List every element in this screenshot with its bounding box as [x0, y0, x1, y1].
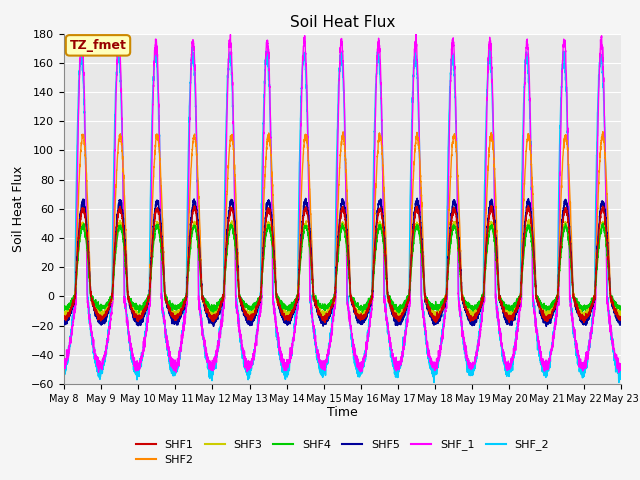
SHF1: [525, 203, 532, 209]
SHF5: [322, 321, 330, 327]
SHF2: [616, 317, 624, 323]
SHF_1: [436, 349, 444, 355]
Line: SHF3: SHF3: [64, 219, 621, 318]
SHF_2: [468, 369, 476, 374]
SHF4: [436, 303, 444, 309]
SHF3: [160, 277, 168, 283]
SHF2: [60, 315, 68, 321]
SHF2: [161, 270, 168, 276]
SHF_1: [412, 30, 420, 36]
SHF4: [616, 306, 624, 312]
SHF_1: [617, 363, 625, 369]
SHF_2: [616, 370, 624, 376]
SHF_2: [160, 319, 168, 324]
SHF1: [499, 304, 507, 310]
SHF1: [322, 314, 330, 320]
SHF3: [431, 315, 439, 321]
SHF2: [436, 309, 444, 315]
SHF4: [160, 279, 168, 285]
SHF_1: [615, 370, 623, 375]
Line: SHF1: SHF1: [64, 206, 621, 323]
SHF_2: [436, 345, 444, 350]
Text: TZ_fmet: TZ_fmet: [70, 39, 127, 52]
SHF4: [599, 220, 607, 226]
SHF_1: [160, 320, 168, 325]
SHF5: [60, 319, 68, 325]
SHF1: [160, 278, 168, 284]
SHF3: [436, 307, 444, 312]
SHF2: [499, 302, 507, 308]
SHF4: [499, 300, 507, 305]
SHF2: [322, 310, 330, 316]
SHF3: [617, 313, 625, 319]
SHF_1: [616, 361, 624, 367]
SHF5: [160, 276, 168, 282]
SHF3: [525, 216, 532, 222]
SHF2: [617, 316, 625, 322]
SHF5: [467, 321, 475, 326]
SHF5: [617, 322, 625, 327]
SHF3: [60, 309, 68, 314]
SHF_2: [322, 364, 330, 370]
Line: SHF4: SHF4: [64, 223, 621, 313]
SHF_2: [188, 45, 196, 50]
SHF4: [617, 306, 625, 312]
SHF3: [467, 313, 475, 319]
SHF5: [543, 324, 550, 329]
SHF3: [616, 312, 624, 318]
SHF1: [436, 311, 444, 317]
SHF5: [616, 317, 624, 323]
SHF5: [436, 314, 444, 320]
Y-axis label: Soil Heat Flux: Soil Heat Flux: [12, 166, 25, 252]
Legend: SHF1, SHF2, SHF3, SHF4, SHF5, SHF_1, SHF_2: SHF1, SHF2, SHF3, SHF4, SHF5, SHF_1, SHF…: [131, 435, 554, 469]
SHF1: [467, 314, 475, 320]
SHF_2: [617, 366, 625, 372]
SHF_2: [499, 358, 507, 364]
X-axis label: Time: Time: [327, 407, 358, 420]
SHF1: [321, 320, 329, 325]
SHF_2: [430, 380, 438, 385]
SHF1: [616, 314, 624, 320]
SHF3: [499, 300, 507, 306]
SHF2: [99, 320, 106, 326]
Line: SHF_2: SHF_2: [64, 48, 621, 383]
SHF2: [599, 129, 607, 134]
SHF_2: [60, 368, 68, 373]
SHF4: [60, 303, 68, 309]
SHF_1: [322, 359, 330, 364]
SHF_1: [467, 367, 475, 372]
SHF1: [617, 316, 625, 322]
SHF4: [467, 306, 475, 312]
SHF5: [413, 195, 421, 201]
SHF3: [322, 312, 330, 317]
Line: SHF_1: SHF_1: [64, 33, 621, 372]
SHF4: [395, 310, 403, 316]
SHF5: [499, 306, 507, 312]
SHF1: [60, 315, 68, 321]
Line: SHF5: SHF5: [64, 198, 621, 326]
SHF4: [322, 305, 330, 311]
SHF_1: [499, 347, 507, 352]
SHF_1: [60, 362, 68, 368]
Title: Soil Heat Flux: Soil Heat Flux: [290, 15, 395, 30]
Line: SHF2: SHF2: [64, 132, 621, 323]
SHF2: [467, 315, 475, 321]
